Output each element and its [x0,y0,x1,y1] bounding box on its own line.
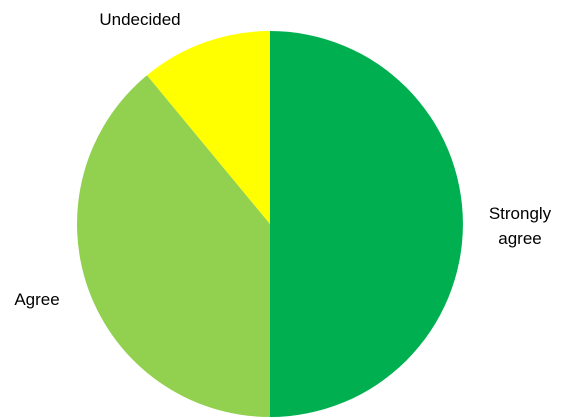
pie-label-undecided: Undecided [99,10,180,29]
pie-label-strongly-agree: Strongly agree [489,204,552,248]
pie-slice-strongly-agree [270,31,463,417]
pie-label-line: Undecided [99,10,180,29]
pie-label-line: agree [498,229,541,248]
pie-labels: Strongly agree Agree Undecided [14,10,551,309]
pie-slice-undecided [146,31,270,224]
pie-label-line: Strongly [489,204,552,223]
pie-slice-agree [77,75,270,417]
pie-slices [77,31,463,417]
pie-label-line: Agree [14,290,59,309]
pie-label-agree: Agree [14,290,59,309]
